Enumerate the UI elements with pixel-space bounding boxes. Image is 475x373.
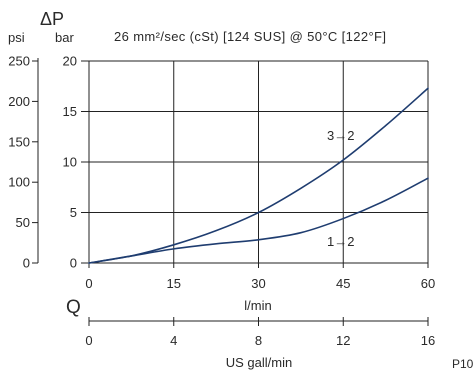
x-tick-label: 0 <box>85 276 92 291</box>
psi-tick-label: 0 <box>23 256 30 271</box>
y-tick-label: 10 <box>63 155 77 170</box>
psi-tick-label: 50 <box>16 215 30 230</box>
psi-tick-label: 250 <box>8 54 30 69</box>
psi-tick-label: 150 <box>8 134 30 149</box>
x-axis-label: l/min <box>244 298 271 313</box>
gpm-tick-label: 8 <box>255 333 262 348</box>
series: 3→2 1→2 <box>88 87 429 264</box>
curve-1-to-2 <box>88 177 429 264</box>
chart-title: 26 mm²/sec (cSt) [124 SUS] @ 50°C [122°F… <box>114 29 386 44</box>
gpm-tick-label: 12 <box>336 333 350 348</box>
grid <box>88 60 429 264</box>
psi-unit-label: psi <box>8 30 25 45</box>
curve-label-1-to-2: 1→2 <box>327 234 354 249</box>
y-tick-label: 15 <box>63 104 77 119</box>
x-tick-label: 60 <box>421 276 435 291</box>
bar-unit-label: bar <box>55 30 74 45</box>
y-tick-label: 20 <box>63 54 77 69</box>
gpm-tick-label: 16 <box>421 333 435 348</box>
figure-code: P10 <box>452 357 474 371</box>
y-tick-label: 0 <box>70 256 77 271</box>
x-axis-symbol: Q <box>66 297 81 318</box>
x-tick-label: 45 <box>336 276 350 291</box>
gpm-tick-label: 0 <box>85 333 92 348</box>
curve-label-3-to-2: 3→2 <box>327 128 354 143</box>
y-axis-symbol: ΔP <box>40 9 64 29</box>
secondary-x-axis-label: US gall/min <box>226 355 292 370</box>
y-tick-label: 5 <box>70 205 77 220</box>
psi-tick-label: 100 <box>8 175 30 190</box>
gpm-tick-label: 4 <box>170 333 177 348</box>
psi-tick-label: 200 <box>8 94 30 109</box>
x-tick-label: 30 <box>251 276 265 291</box>
x-tick-label: 15 <box>167 276 181 291</box>
